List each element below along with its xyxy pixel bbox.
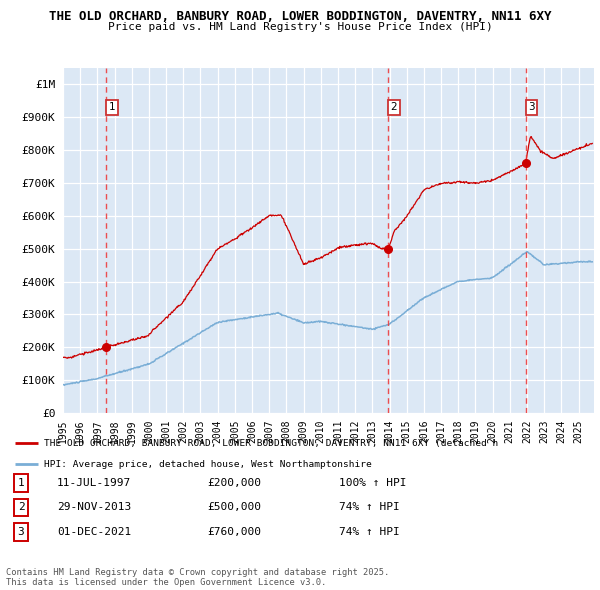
Text: 3: 3 — [17, 527, 25, 537]
Text: 2: 2 — [391, 102, 397, 112]
Text: THE OLD ORCHARD, BANBURY ROAD, LOWER BODDINGTON, DAVENTRY, NN11 6XY: THE OLD ORCHARD, BANBURY ROAD, LOWER BOD… — [49, 10, 551, 23]
Text: £760,000: £760,000 — [207, 527, 261, 537]
Text: Contains HM Land Registry data © Crown copyright and database right 2025.
This d: Contains HM Land Registry data © Crown c… — [6, 568, 389, 587]
Text: 100% ↑ HPI: 100% ↑ HPI — [339, 478, 407, 487]
Text: 74% ↑ HPI: 74% ↑ HPI — [339, 527, 400, 537]
Text: 3: 3 — [528, 102, 535, 112]
Text: Price paid vs. HM Land Registry's House Price Index (HPI): Price paid vs. HM Land Registry's House … — [107, 22, 493, 32]
Text: 74% ↑ HPI: 74% ↑ HPI — [339, 503, 400, 512]
Text: THE OLD ORCHARD, BANBURY ROAD, LOWER BODDINGTON, DAVENTRY, NN11 6XY (detached h: THE OLD ORCHARD, BANBURY ROAD, LOWER BOD… — [44, 438, 499, 448]
Text: 29-NOV-2013: 29-NOV-2013 — [57, 503, 131, 512]
Text: 2: 2 — [17, 503, 25, 512]
Text: 1: 1 — [17, 478, 25, 487]
Text: HPI: Average price, detached house, West Northamptonshire: HPI: Average price, detached house, West… — [44, 460, 372, 469]
Text: £200,000: £200,000 — [207, 478, 261, 487]
Text: £500,000: £500,000 — [207, 503, 261, 512]
Text: 01-DEC-2021: 01-DEC-2021 — [57, 527, 131, 537]
Text: 11-JUL-1997: 11-JUL-1997 — [57, 478, 131, 487]
Text: 1: 1 — [109, 102, 116, 112]
